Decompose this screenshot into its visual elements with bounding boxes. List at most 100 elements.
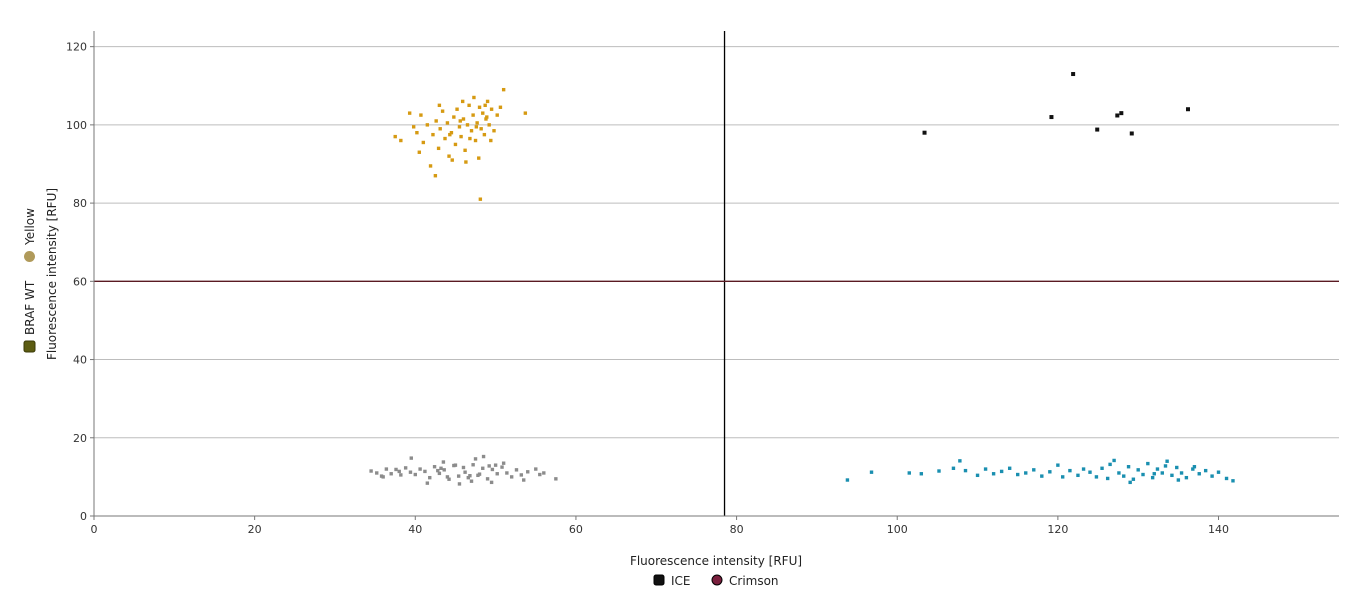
point-yellow-positive-15 bbox=[445, 121, 450, 125]
x-tick-label-1: 20 bbox=[248, 523, 262, 536]
point-negative-20 bbox=[466, 475, 471, 480]
point-yellow-positive-9 bbox=[431, 132, 435, 137]
point-negative-3 bbox=[384, 467, 389, 471]
series-ice-positive bbox=[845, 458, 1235, 485]
point-ice-positive-32 bbox=[1136, 468, 1140, 472]
y-axis-title-group: Fluorescence intensity [RFU] bbox=[45, 188, 59, 360]
point-ice-positive-27 bbox=[1112, 458, 1116, 463]
point-yellow-positive-0 bbox=[393, 134, 397, 139]
point-yellow-positive-38 bbox=[489, 107, 494, 111]
point-ice-positive-43 bbox=[1191, 467, 1195, 471]
point-double-positive-7 bbox=[1185, 107, 1190, 112]
point-ice-positive-40 bbox=[1175, 465, 1179, 470]
point-negative-40 bbox=[473, 457, 478, 461]
x-legend-item-0: ICE bbox=[653, 574, 691, 588]
point-negative-7 bbox=[403, 466, 408, 470]
point-negative-25 bbox=[490, 467, 495, 472]
point-negative-10 bbox=[418, 467, 422, 471]
point-ice-positive-35 bbox=[1150, 475, 1155, 480]
point-yellow-positive-32 bbox=[479, 127, 483, 131]
point-yellow-positive-35 bbox=[484, 117, 488, 121]
x-legend-label-0: ICE bbox=[671, 574, 691, 588]
point-negative-19 bbox=[461, 465, 466, 470]
point-ice-positive-36 bbox=[1155, 467, 1160, 471]
point-ice-positive-23 bbox=[1088, 470, 1092, 474]
point-yellow-positive-39 bbox=[492, 129, 496, 133]
point-negative-55 bbox=[468, 474, 472, 478]
point-yellow-positive-51 bbox=[460, 99, 465, 104]
point-yellow-positive-41 bbox=[498, 105, 503, 109]
point-yellow-positive-19 bbox=[453, 142, 458, 147]
x-legend-marker-0 bbox=[653, 574, 665, 586]
y-legend-group: BRAF WT Yellow bbox=[23, 208, 37, 353]
point-ice-positive-52 bbox=[1176, 478, 1181, 482]
point-negative-6 bbox=[399, 473, 403, 477]
point-negative-47 bbox=[477, 472, 482, 476]
point-ice-positive-19 bbox=[1060, 475, 1065, 479]
point-yellow-positive-55 bbox=[468, 136, 472, 141]
point-yellow-positive-5 bbox=[419, 113, 423, 117]
point-ice-positive-9 bbox=[983, 467, 988, 471]
point-ice-positive-55 bbox=[1163, 464, 1168, 468]
grid-lines bbox=[94, 46, 1339, 439]
point-yellow-positive-27 bbox=[469, 129, 474, 133]
point-negative-44 bbox=[522, 478, 526, 482]
point-negative-21 bbox=[471, 463, 475, 467]
y-legend-marker-0 bbox=[23, 340, 36, 353]
point-yellow-positive-54 bbox=[489, 138, 493, 143]
point-ice-positive-38 bbox=[1165, 459, 1169, 463]
point-yellow-positive-58 bbox=[474, 125, 479, 129]
point-yellow-positive-20 bbox=[455, 107, 459, 111]
series-negative bbox=[369, 454, 558, 486]
point-ice-positive-14 bbox=[1024, 471, 1028, 475]
point-negative-30 bbox=[514, 468, 519, 472]
point-ice-positive-48 bbox=[1224, 476, 1229, 481]
point-negative-18 bbox=[456, 474, 461, 478]
x-tick-label-7: 140 bbox=[1208, 523, 1229, 536]
point-ice-positive-29 bbox=[1122, 474, 1126, 478]
point-yellow-positive-48 bbox=[477, 156, 481, 160]
point-negative-53 bbox=[381, 475, 385, 479]
point-negative-38 bbox=[441, 460, 446, 464]
y-legend: BRAF WT Yellow bbox=[23, 208, 37, 353]
point-yellow-positive-21 bbox=[457, 125, 462, 129]
point-ice-positive-30 bbox=[1126, 465, 1131, 469]
y-legend-label-1: Yellow bbox=[23, 208, 37, 246]
point-yellow-positive-59 bbox=[485, 115, 489, 119]
x-legend-label-1: Crimson bbox=[729, 574, 779, 588]
point-double-positive-6 bbox=[1129, 131, 1134, 136]
point-ice-positive-44 bbox=[1197, 472, 1201, 476]
point-ice-positive-31 bbox=[1131, 477, 1136, 481]
point-negative-34 bbox=[542, 471, 546, 475]
y-tick-label-6: 120 bbox=[66, 41, 87, 54]
point-ice-positive-21 bbox=[1076, 473, 1080, 478]
point-ice-positive-22 bbox=[1081, 467, 1086, 471]
point-ice-positive-39 bbox=[1170, 473, 1174, 478]
point-ice-positive-12 bbox=[1007, 466, 1012, 470]
point-yellow-positive-43 bbox=[523, 111, 528, 115]
point-yellow-positive-34 bbox=[482, 132, 487, 137]
point-negative-29 bbox=[509, 475, 514, 479]
point-negative-32 bbox=[526, 470, 530, 474]
x-legend-item-1: Crimson bbox=[711, 574, 779, 588]
x-tick-label-3: 60 bbox=[569, 523, 583, 536]
point-yellow-positive-47 bbox=[464, 160, 468, 164]
point-ice-positive-6 bbox=[958, 459, 962, 463]
point-ice-positive-34 bbox=[1146, 461, 1150, 466]
point-ice-positive-50 bbox=[1128, 480, 1132, 485]
point-negative-24 bbox=[485, 477, 490, 481]
point-yellow-positive-24 bbox=[463, 148, 467, 152]
x-legend: ICE Crimson bbox=[653, 574, 779, 588]
point-yellow-positive-49 bbox=[417, 150, 422, 154]
point-yellow-positive-57 bbox=[458, 119, 462, 123]
point-ice-positive-45 bbox=[1203, 468, 1208, 473]
point-ice-positive-7 bbox=[963, 468, 968, 473]
point-negative-36 bbox=[409, 456, 413, 460]
point-ice-positive-17 bbox=[1048, 470, 1052, 474]
point-yellow-positive-2 bbox=[407, 111, 412, 115]
point-negative-51 bbox=[493, 463, 498, 467]
point-yellow-positive-36 bbox=[485, 99, 490, 104]
point-yellow-positive-22 bbox=[459, 134, 463, 139]
point-negative-50 bbox=[469, 479, 474, 483]
